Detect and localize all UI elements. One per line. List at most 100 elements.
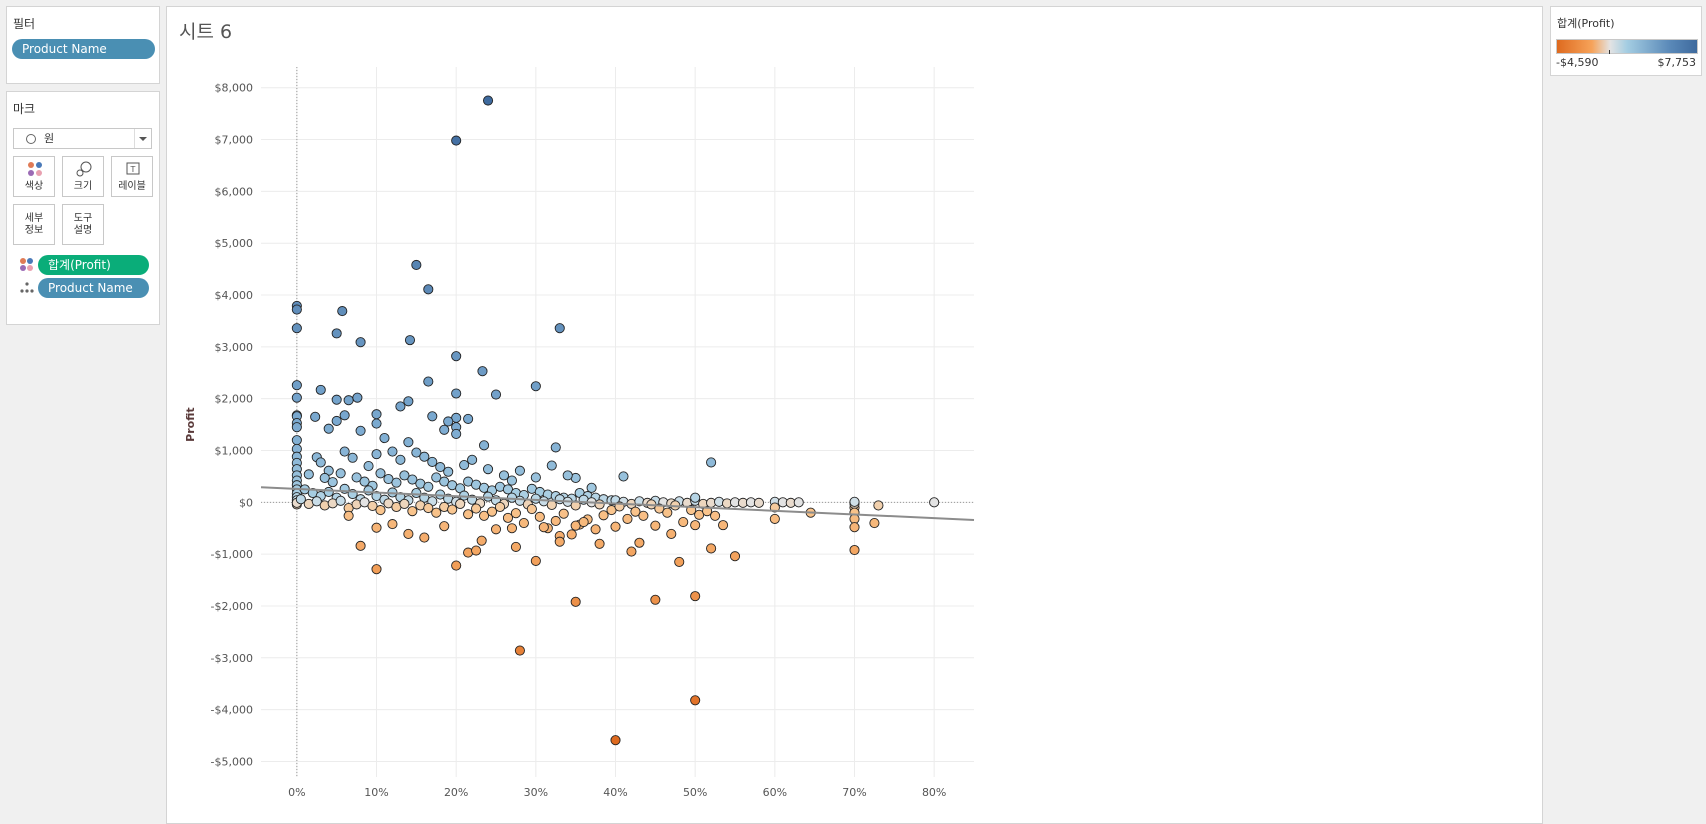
detail-pill-product-name[interactable]: Product Name (38, 278, 149, 298)
data-point (371, 522, 382, 533)
data-point (310, 411, 321, 422)
data-point (477, 366, 488, 377)
data-point (662, 507, 673, 518)
data-point (666, 528, 677, 539)
y-axis-title: Profit (184, 407, 197, 441)
data-point (718, 520, 729, 531)
data-point (849, 544, 860, 556)
label-icon: T (126, 162, 140, 175)
data-point (371, 409, 382, 420)
y-tick-label: -$1,000 (211, 548, 253, 561)
y-tick-label: -$3,000 (211, 652, 253, 665)
data-point (337, 306, 348, 317)
data-point (315, 457, 326, 468)
y-tick-label: $0 (239, 496, 253, 509)
y-tick-label: $8,000 (215, 82, 254, 95)
data-point (355, 540, 366, 551)
size-button[interactable]: 크기 (62, 156, 104, 197)
data-point (729, 551, 741, 562)
data-point (403, 396, 414, 407)
data-point (431, 472, 442, 483)
detail-button[interactable]: 세부 정보 (13, 204, 55, 245)
data-point (873, 500, 884, 511)
data-point (355, 425, 366, 436)
data-point (291, 435, 302, 446)
marks-title: 마크 (13, 102, 36, 116)
data-point (451, 560, 462, 571)
color-button[interactable]: 색상 (13, 156, 55, 197)
data-point (490, 389, 502, 400)
data-point (371, 418, 382, 429)
data-point (447, 504, 458, 515)
data-point (404, 335, 416, 346)
data-point (423, 481, 434, 492)
label-button[interactable]: T 레이블 (111, 156, 153, 197)
data-point (419, 451, 430, 462)
mark-type-label: 원 (44, 132, 55, 145)
data-point (375, 468, 386, 479)
data-point (506, 475, 517, 486)
data-point (554, 536, 565, 547)
legend-gradient-bar (1556, 39, 1698, 54)
data-point (530, 381, 541, 392)
data-point (423, 376, 434, 387)
x-tick-label: 70% (842, 786, 866, 799)
data-point (498, 470, 510, 481)
data-point (327, 477, 338, 488)
chevron-down-icon[interactable] (134, 129, 151, 148)
y-tick-label: -$4,000 (211, 704, 253, 717)
data-point (793, 497, 804, 508)
data-point (331, 328, 342, 339)
data-point (486, 506, 498, 517)
data-point (435, 462, 446, 473)
data-point (463, 413, 474, 424)
data-point (550, 442, 561, 453)
data-point (311, 496, 322, 507)
data-point (291, 422, 302, 433)
data-point (291, 304, 302, 315)
y-tick-label: $2,000 (215, 393, 254, 406)
data-point (295, 494, 306, 505)
data-point (395, 454, 406, 465)
trend-line-group (260, 486, 975, 521)
data-point (622, 513, 633, 524)
data-point (463, 509, 474, 520)
legend-max-label: $7,753 (1657, 56, 1697, 69)
data-point (753, 497, 764, 508)
data-point (471, 545, 482, 556)
data-point (534, 511, 545, 522)
data-point (690, 492, 701, 503)
data-point (530, 472, 541, 483)
data-point (538, 522, 549, 533)
filter-pill-product-name[interactable]: Product Name (12, 39, 155, 59)
data-point (363, 485, 374, 496)
data-point (678, 516, 689, 528)
data-point (427, 411, 438, 422)
data-point (459, 459, 470, 471)
data-point (510, 541, 521, 552)
data-point (323, 423, 334, 434)
data-point (650, 594, 661, 605)
data-point (323, 486, 334, 498)
data-point (411, 447, 422, 458)
detail-dots-icon (20, 282, 34, 293)
data-point (291, 392, 302, 403)
data-point (403, 437, 414, 448)
x-tick-label: 50% (683, 786, 707, 799)
color-pill-profit[interactable]: 합계(Profit) (38, 255, 149, 275)
y-tick-label: -$2,000 (211, 600, 253, 613)
data-point (546, 460, 557, 471)
x-tick-label: 80% (922, 786, 946, 799)
x-tick-label: 60% (763, 786, 787, 799)
data-point (343, 510, 354, 521)
data-point (638, 510, 649, 521)
tooltip-button[interactable]: 도구 설명 (62, 204, 104, 245)
svg-text:T: T (130, 165, 136, 174)
data-point (578, 516, 589, 528)
data-point (355, 337, 366, 348)
data-point (335, 468, 346, 479)
y-tick-label: $7,000 (215, 134, 254, 147)
data-point (451, 388, 462, 399)
data-point (335, 495, 346, 506)
mark-type-dropdown[interactable]: 원 (13, 128, 152, 149)
